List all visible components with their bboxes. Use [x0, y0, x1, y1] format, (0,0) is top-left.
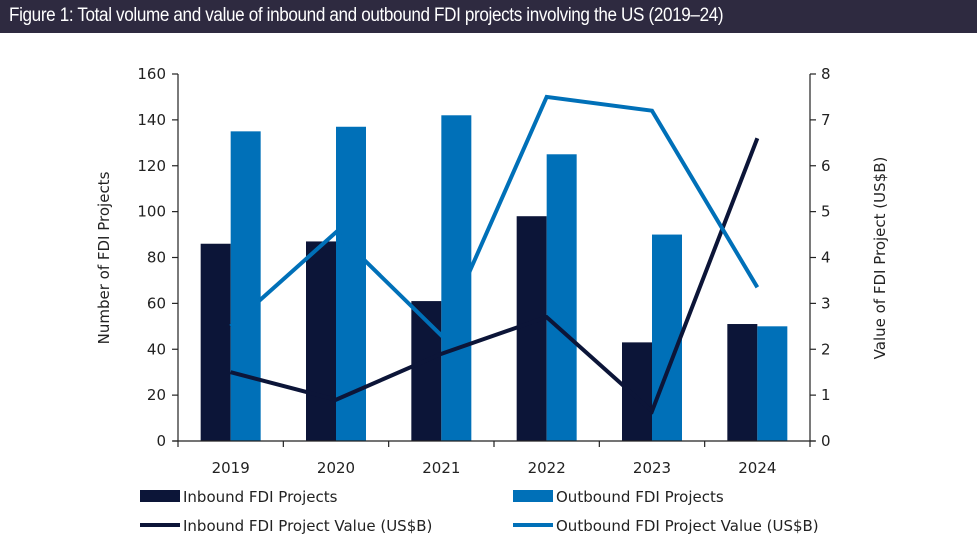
inbound-bar-2023 [622, 342, 652, 441]
outbound-bar-2022 [546, 154, 577, 441]
legend-swatch-inbound-fdi-projects [140, 490, 180, 502]
y-tick-label-140: 140 [137, 111, 166, 129]
y-tick-label-120: 120 [137, 157, 166, 175]
legend-swatch-outbound-fdi-projects [513, 490, 553, 502]
x-tick-label-2022: 2022 [528, 459, 566, 477]
y2-tick-label-6: 6 [821, 157, 831, 175]
y-tick-label-160: 160 [137, 65, 166, 83]
outbound-bar-2024 [757, 326, 788, 441]
y2-tick-label-7: 7 [821, 111, 831, 129]
inbound-bar-2019 [200, 243, 231, 441]
outbound-bar-2019 [230, 131, 261, 441]
y2-tick-label-2: 2 [821, 340, 831, 358]
legend-label-inbound-fdi-project-value-us-b: Inbound FDI Project Value (US$B) [183, 517, 432, 535]
y-tick-label-20: 20 [147, 386, 166, 404]
y2-tick-label-4: 4 [821, 249, 831, 267]
y2-tick-label-0: 0 [821, 432, 831, 450]
y2-axis-title: Value of FDI Project (US$B) [871, 157, 889, 360]
figure-title: Figure 1: Total volume and value of inbo… [9, 5, 724, 26]
axes-layer: 0 20 40 60 80 100 120 140 160 0 1 2 3 4 5 6 7 8 2019 2020 20… [137, 65, 830, 477]
y-tick-label-100: 100 [137, 203, 166, 221]
y-tick-label-40: 40 [147, 340, 166, 358]
x-tick-label-2021: 2021 [422, 459, 460, 477]
line-layer [229, 94, 760, 415]
inbound-value-line [230, 137, 760, 415]
inbound-bar-2020 [306, 241, 336, 441]
inbound-bar-2024 [727, 324, 758, 441]
inbound-bar-2022 [516, 216, 547, 441]
bar-layer [200, 115, 788, 441]
y-tick-label-80: 80 [147, 249, 166, 267]
legend-label-outbound-fdi-project-value-us-b: Outbound FDI Project Value (US$B) [556, 517, 819, 535]
y2-tick-label-8: 8 [821, 65, 831, 83]
legend-label-inbound-fdi-projects: Inbound FDI Projects [183, 488, 338, 506]
x-tick-label-2023: 2023 [633, 459, 671, 477]
x-tick-label-2020: 2020 [317, 459, 355, 477]
figure-header: Figure 1: Total volume and value of inbo… [0, 0, 977, 33]
y-tick-label-60: 60 [147, 294, 166, 312]
x-tick-label-2019: 2019 [212, 459, 250, 477]
y-tick-label-0: 0 [156, 432, 166, 450]
x-tick-label-2024: 2024 [738, 459, 776, 477]
y2-tick-label-1: 1 [821, 386, 831, 404]
y2-tick-label-3: 3 [821, 294, 831, 312]
outbound-value-line [229, 94, 760, 339]
y-axis-title: Number of FDI Projects [95, 171, 113, 344]
inbound-bar-2021 [411, 301, 442, 441]
outbound-bar-2023 [652, 234, 682, 441]
legend: Inbound FDI Projects Outbound FDI Project… [140, 488, 819, 535]
legend-label-outbound-fdi-projects: Outbound FDI Projects [556, 488, 724, 506]
y2-tick-label-5: 5 [821, 203, 831, 221]
